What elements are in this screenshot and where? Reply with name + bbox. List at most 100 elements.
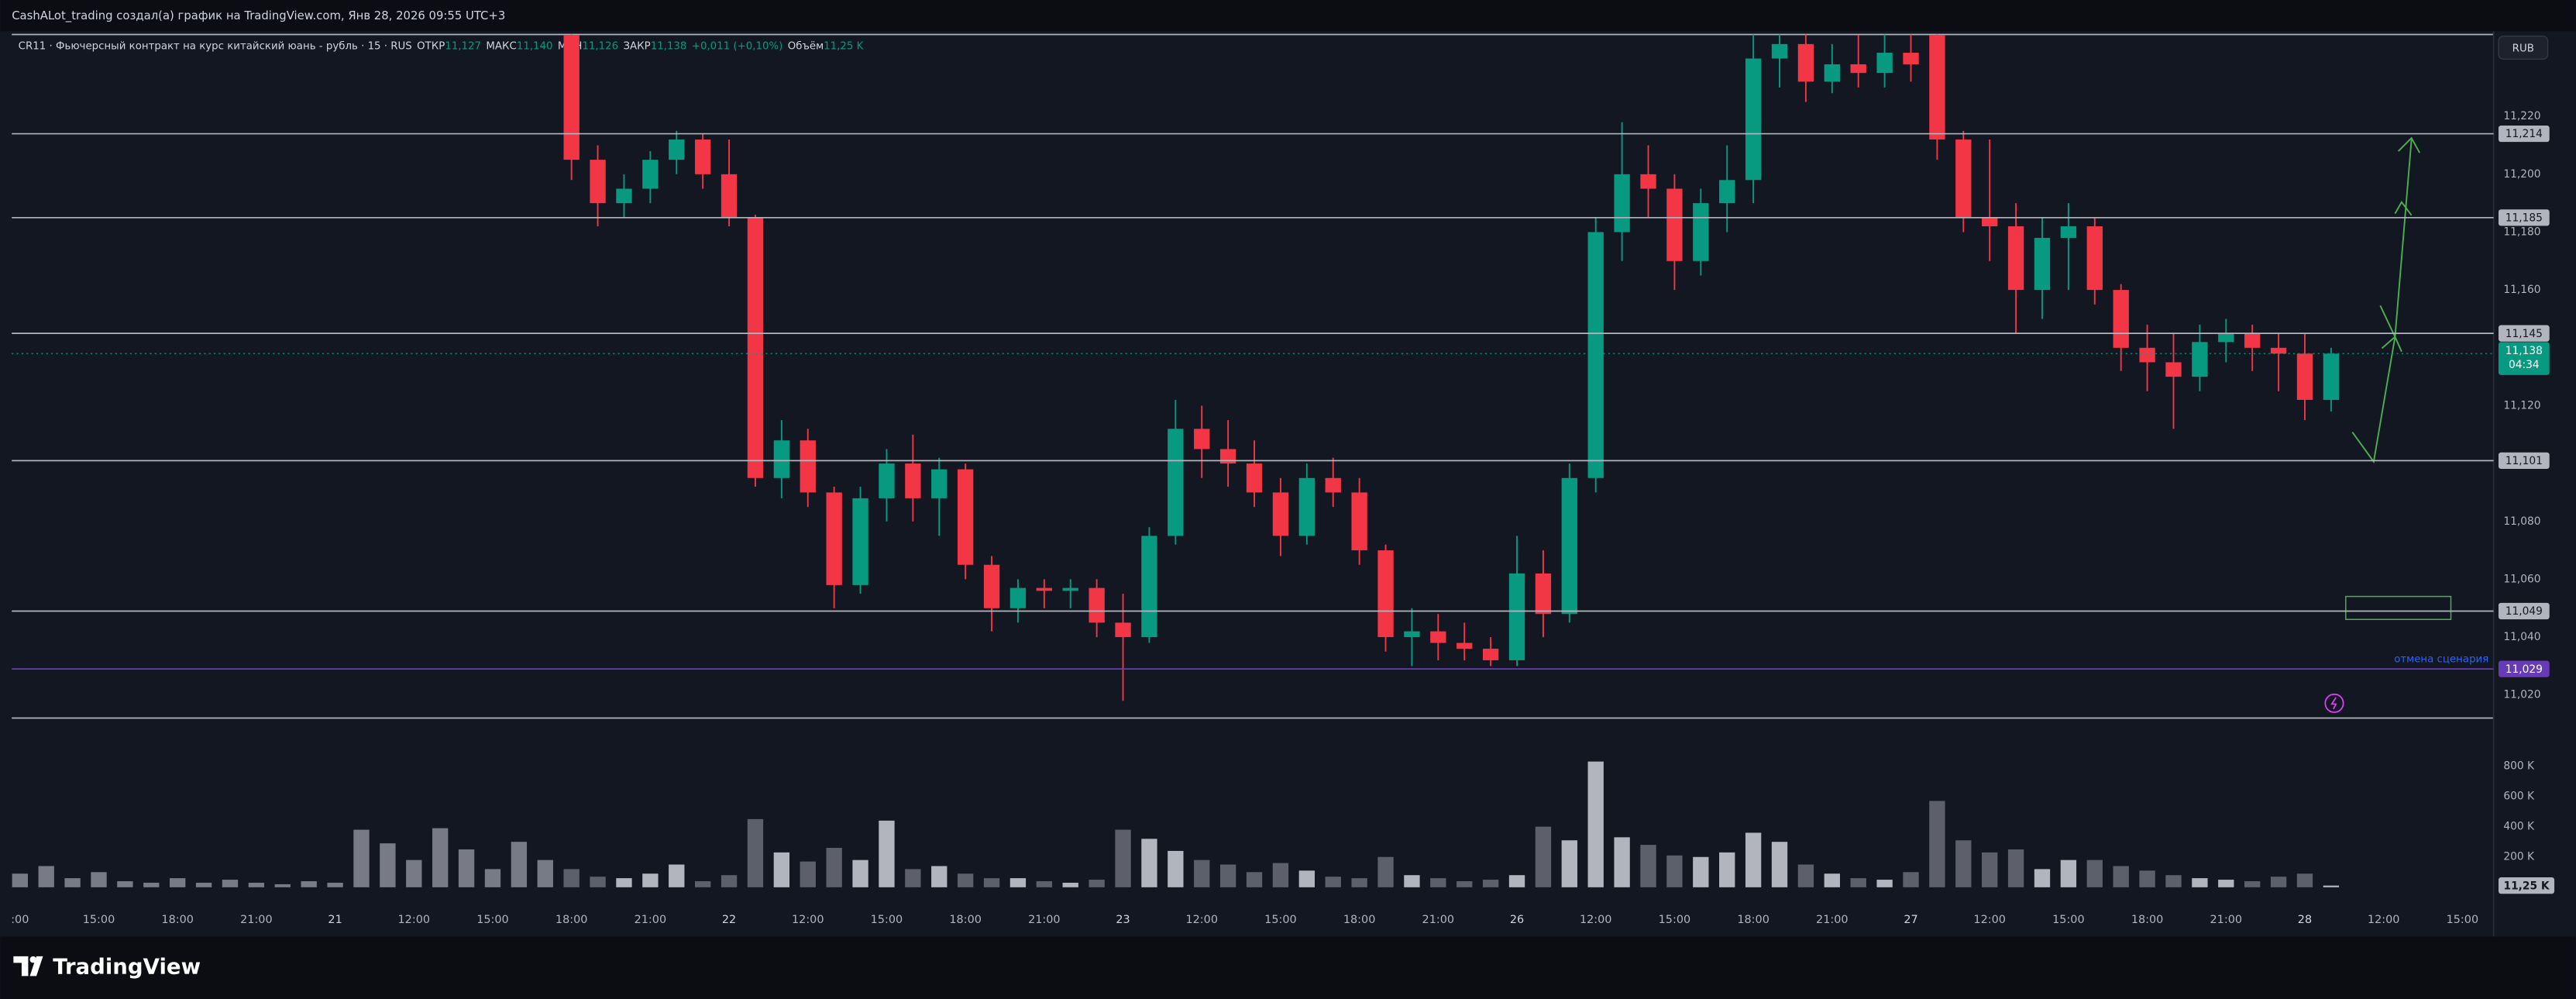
volume-bar [91, 872, 107, 887]
volume-bar [773, 852, 790, 887]
volume-bar [274, 884, 291, 887]
last-price-countdown: 04:34 [2509, 359, 2540, 371]
volume-last-box [2498, 877, 2555, 894]
candle-body [826, 492, 842, 585]
x-tick-label: 18:00 [161, 914, 194, 926]
volume-bar [1115, 829, 1131, 887]
x-tick-label: 18:00 [1737, 914, 1769, 926]
x-tick-label: 15:00 [476, 914, 509, 926]
candle-body [2060, 226, 2077, 238]
alert-icon[interactable] [2324, 693, 2344, 713]
candle-body [1430, 631, 1446, 643]
x-tick-label: 18:00 [555, 914, 588, 926]
volume-bar [826, 848, 842, 887]
volume-bar [1614, 837, 1630, 887]
candle-body [2113, 290, 2129, 348]
volume-bar [1272, 863, 1289, 887]
x-tick-label: 15:00 [2052, 914, 2085, 926]
volume-bar [879, 820, 895, 887]
currency-label[interactable]: RUB [2512, 43, 2534, 55]
volume-bar [1640, 845, 1656, 887]
zone-rect [2345, 595, 2452, 621]
x-tick-label: 18:00 [1343, 914, 1376, 926]
volume-tick-label: 400 K [2503, 821, 2535, 833]
x-tick-label: 27 [1904, 914, 1917, 926]
candle-body [1482, 649, 1499, 660]
volume-bar [432, 828, 449, 887]
level-label: 11,029 [2505, 663, 2543, 676]
y-tick-label: 11,120 [2503, 399, 2540, 412]
candle-body [1377, 550, 1394, 638]
brand-name: TradingView [53, 955, 201, 980]
volume-bar [1325, 877, 1341, 887]
candle-body [747, 217, 764, 478]
volume-bar [1430, 878, 1446, 887]
brand-logo-dot [29, 956, 37, 963]
volume-bar [195, 882, 212, 887]
volume-bar [2007, 849, 2024, 887]
volume-bar [380, 843, 396, 887]
x-tick-label: 12:00 [792, 914, 824, 926]
x-tick-label: 15:00 [83, 914, 115, 926]
volume-bar [642, 873, 659, 887]
candle-body [2296, 353, 2313, 400]
volume-bar [590, 877, 606, 887]
volume-bar [2218, 880, 2234, 887]
volume-bar [484, 869, 501, 887]
volume-bar [1719, 852, 1735, 887]
candle-body [1850, 64, 1866, 74]
volume-bar [2244, 881, 2261, 887]
x-tick-label: 18:00 [949, 914, 982, 926]
footer-bar [0, 936, 2576, 999]
volume-bar [2113, 866, 2129, 887]
high-value: 11,140 [517, 40, 553, 52]
level-label-box [2498, 325, 2550, 342]
volume-bar [2165, 875, 2182, 887]
volume-bar [1771, 842, 1788, 887]
level-label-box [2498, 452, 2550, 469]
volume-bar [563, 869, 580, 887]
volume-bar [537, 859, 553, 887]
candle-body [2007, 226, 2024, 291]
candle-body [669, 140, 685, 160]
y-tick-label: 11,180 [2503, 226, 2540, 238]
candle-body [1141, 536, 1157, 638]
x-tick-label: 21:00 [1816, 914, 1849, 926]
candle-body [1640, 174, 1656, 189]
volume-bar [1850, 878, 1866, 887]
x-tick-label: 21:00 [635, 914, 667, 926]
volume-bar [458, 849, 475, 887]
volume-bar [143, 882, 160, 887]
x-tick-label: 21:00 [2210, 914, 2243, 926]
volume-bar [616, 878, 632, 887]
candle-body [1876, 53, 1893, 74]
candle-body [694, 140, 711, 174]
candle-body [2270, 347, 2287, 354]
volume-bar [38, 866, 54, 887]
candle-body [1561, 477, 1577, 615]
volume-bar [1693, 856, 1709, 887]
volume-bar [2270, 877, 2287, 887]
volume-bar [1876, 880, 1893, 887]
x-tick-label: 22 [722, 914, 736, 926]
volume-bar [1377, 856, 1394, 887]
x-tick-label: 12:00 [2368, 914, 2400, 926]
level-label-box [2498, 602, 2550, 620]
x-tick-label: 15:00 [1659, 914, 1691, 926]
candle-body [1824, 64, 1840, 82]
candle-body [1298, 477, 1316, 536]
status-line: CR11 · Фьючерсный контракт на курс китай… [19, 40, 865, 52]
candle-body [1719, 180, 1735, 204]
volume-bar [1508, 875, 1525, 887]
x-tick-label: 23 [1116, 914, 1130, 926]
candle-body [1219, 449, 1236, 464]
currency-button[interactable] [2498, 36, 2549, 60]
x-tick-label: 21:00 [1028, 914, 1061, 926]
y-tick-label: 11,220 [2503, 110, 2540, 122]
volume-bar [1219, 864, 1236, 887]
close-label: ЗАКР [624, 40, 651, 52]
x-tick-label: 12:00 [1973, 914, 2006, 926]
volume-bar [694, 881, 711, 887]
candle-body [2244, 333, 2261, 348]
last-price-label: 11,138 [2505, 345, 2543, 357]
